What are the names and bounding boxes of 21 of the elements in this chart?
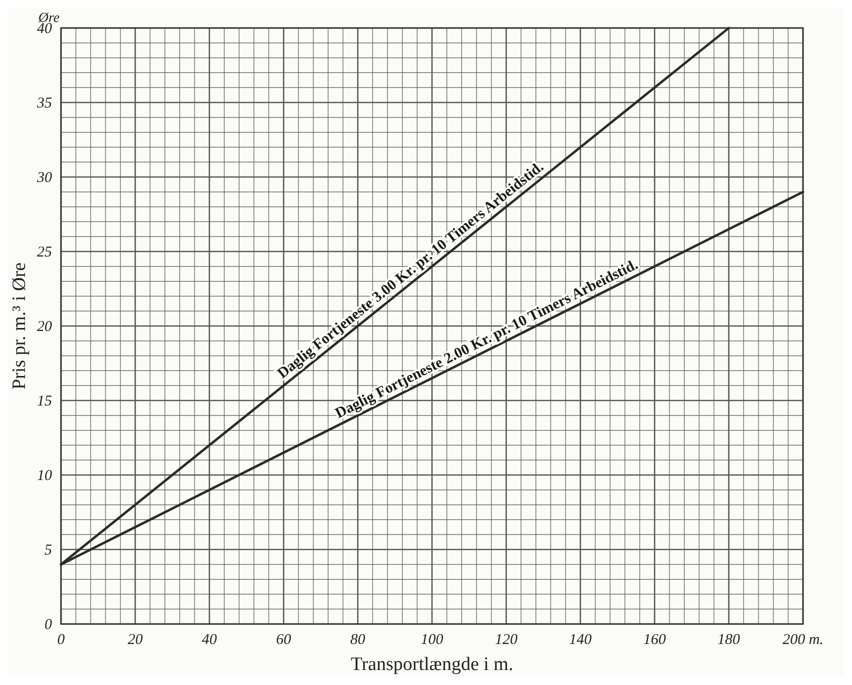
y-tick-label: 25 [37,244,52,260]
y-tick-label: 5 [44,542,52,558]
y-tick-label: 0 [44,617,52,633]
x-tick-label: 180 [718,632,741,648]
x-tick-label: 60 [276,632,292,648]
x-tick-label: 20 [128,632,144,648]
x-tick-label: 80 [350,632,366,648]
x-tick-label: 160 [643,632,666,648]
y-tick-label: 20 [37,319,52,335]
y-tick-label: 15 [37,394,52,410]
x-tick-label: 120 [494,632,518,648]
x-tick-label: 40 [202,632,218,648]
y-axis-title: Pris pr. m.³ i Øre [9,262,30,390]
x-tick-label: 100 [420,632,444,648]
y-tick-label: 30 [36,170,52,186]
y-tick-label: 10 [37,468,52,484]
x-axis-title: Transportlængde i m. [350,654,514,675]
x-tick-label: 140 [569,632,592,648]
x-tick-label: 0 [57,632,66,648]
x-tick-label: 200 m. [782,632,824,648]
y-tick-label: 35 [36,96,52,112]
